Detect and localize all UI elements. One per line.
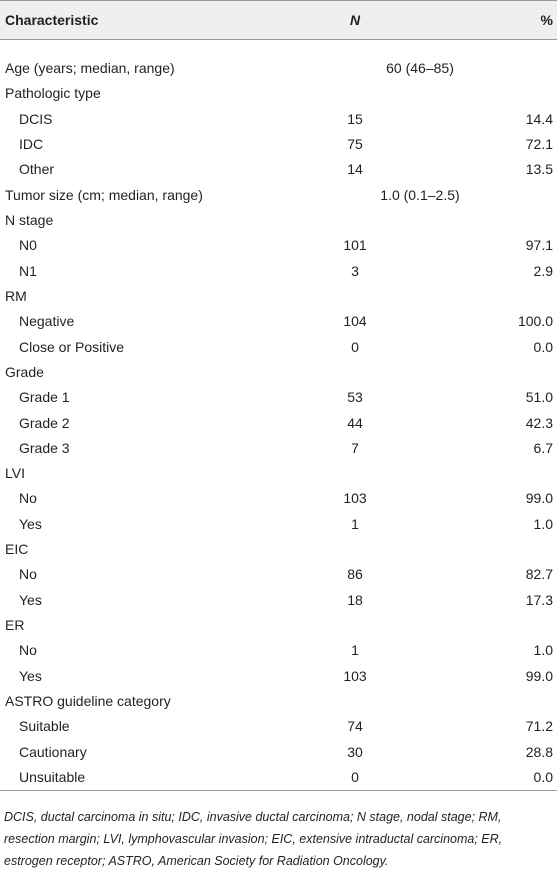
count-cell: 74 bbox=[347, 718, 363, 735]
percent-cell: 72.1 bbox=[525, 136, 553, 152]
row-label: Pathologic type bbox=[5, 85, 101, 102]
header-cell: Characteristic bbox=[5, 12, 99, 28]
footnote: DCIS, ductal carcinoma in situ; IDC, inv… bbox=[4, 810, 503, 868]
row-label: Yes bbox=[19, 667, 42, 684]
percent-cell: 17.3 bbox=[525, 591, 553, 608]
percent-cell: 71.2 bbox=[525, 718, 553, 735]
count-cell: 101 bbox=[343, 237, 367, 254]
row-label: Grade 2 bbox=[19, 414, 70, 431]
table-header: Characteristic N % bbox=[0, 0, 557, 40]
count-cell: 1 bbox=[351, 515, 359, 532]
row-label: EIC bbox=[5, 541, 29, 558]
percent-cell: 99.0 bbox=[525, 490, 553, 507]
percent-cell: 99.0 bbox=[525, 667, 553, 684]
percent-cell: 6.7 bbox=[533, 439, 553, 456]
row-label: RM bbox=[5, 287, 27, 304]
summary-value: 60 (46–85) bbox=[386, 60, 454, 76]
count-cell: 15 bbox=[347, 110, 363, 127]
count-cell: 53 bbox=[347, 389, 363, 406]
count-cell: 7 bbox=[351, 439, 359, 456]
row-label: Unsuitable bbox=[19, 769, 86, 785]
header-cell: % bbox=[540, 12, 553, 28]
count-cell: 103 bbox=[343, 490, 367, 507]
row-label: Tumor size (cm; median, range) bbox=[5, 186, 203, 203]
percent-cell: 28.8 bbox=[525, 743, 553, 760]
row-label: Grade 1 bbox=[19, 389, 70, 406]
count-cell: 44 bbox=[347, 414, 363, 431]
count-cell: 104 bbox=[343, 313, 367, 330]
percent-cell: 42.3 bbox=[525, 414, 553, 431]
count-cell: 1 bbox=[351, 642, 359, 659]
percent-cell: 97.1 bbox=[525, 237, 553, 254]
count-cell: 103 bbox=[343, 667, 367, 684]
row-label: Age (years; median, range) bbox=[5, 60, 175, 76]
row-label: Grade 3 bbox=[19, 439, 70, 456]
row-label: Cautionary bbox=[19, 743, 87, 760]
percent-cell: 1.0 bbox=[533, 515, 553, 532]
row-label: Other bbox=[19, 161, 55, 178]
percent-cell: 51.0 bbox=[525, 389, 553, 406]
count-cell: 0 bbox=[351, 338, 359, 355]
row-label: N1 bbox=[19, 262, 37, 279]
row-label: Yes bbox=[19, 591, 42, 608]
count-cell: 75 bbox=[347, 136, 363, 152]
row-label: No bbox=[19, 490, 37, 507]
row-label: No bbox=[19, 642, 37, 659]
count-cell: 86 bbox=[347, 566, 363, 583]
row-label: DCIS bbox=[19, 110, 53, 127]
count-cell: 0 bbox=[351, 769, 359, 785]
count-cell: 14 bbox=[347, 161, 363, 178]
row-label: Suitable bbox=[19, 718, 70, 735]
percent-cell: 14.4 bbox=[525, 110, 553, 127]
percent-cell: 0.0 bbox=[533, 769, 553, 785]
summary-value: 1.0 (0.1–2.5) bbox=[380, 186, 460, 203]
count-cell: 18 bbox=[347, 591, 363, 608]
row-label: N0 bbox=[19, 237, 37, 254]
row-label: IDC bbox=[19, 136, 44, 152]
percent-cell: 82.7 bbox=[525, 566, 553, 583]
row-label: ASTRO guideline category bbox=[5, 693, 171, 709]
count-cell: 3 bbox=[351, 262, 359, 279]
percent-cell: 1.0 bbox=[533, 642, 553, 659]
table-rule bbox=[0, 790, 557, 791]
row-label: N stage bbox=[5, 211, 54, 228]
row-label: No bbox=[19, 566, 37, 583]
row-label: ER bbox=[5, 617, 25, 633]
row-label: Yes bbox=[19, 515, 42, 532]
row-label: Close or Positive bbox=[19, 338, 125, 355]
row-label: Negative bbox=[19, 313, 75, 330]
percent-cell: 2.9 bbox=[533, 262, 553, 279]
count-cell: 30 bbox=[347, 743, 363, 760]
header-cell: N bbox=[349, 12, 361, 28]
percent-cell: 100.0 bbox=[517, 313, 553, 330]
row-label: LVI bbox=[5, 465, 25, 482]
percent-cell: 0.0 bbox=[533, 338, 553, 355]
row-label: Grade bbox=[5, 363, 44, 380]
percent-cell: 13.5 bbox=[525, 161, 553, 178]
